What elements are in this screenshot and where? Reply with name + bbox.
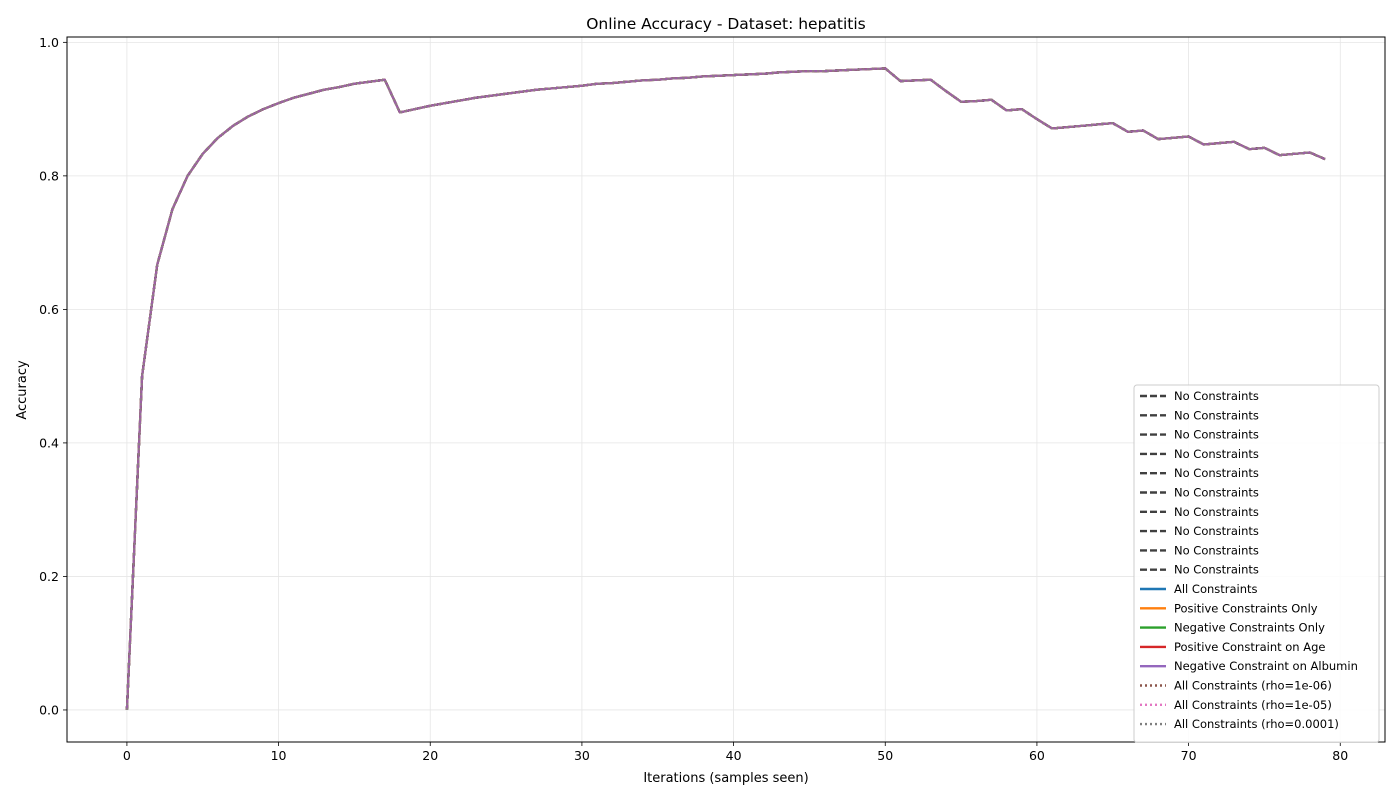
y-tick-label: 0.4 [39,435,59,450]
x-tick-label: 40 [726,748,742,763]
chart-title: Online Accuracy - Dataset: hepatitis [586,15,866,33]
series-lines [125,67,1326,710]
x-tick-label: 50 [877,748,893,763]
legend-label: Negative Constraints Only [1174,621,1325,635]
x-tick-label: 70 [1181,748,1197,763]
y-tick-label: 1.0 [39,35,59,50]
x-tick-label: 20 [422,748,438,763]
legend-label: All Constraints (rho=1e-06) [1174,679,1332,693]
legend-label: No Constraints [1174,505,1259,519]
x-tick-label: 80 [1332,748,1348,763]
legend-box [1133,384,1380,743]
legend: No Constraints No Constraints No Constrain… [1133,384,1380,743]
y-tick-label: 0.8 [39,168,59,183]
legend-label: No Constraints [1174,389,1259,403]
x-tick-label: 60 [1029,748,1045,763]
y-tick-label: 0.0 [39,702,59,717]
legend-label: Positive Constraints Only [1174,601,1318,615]
legend-label: All Constraints [1174,582,1258,596]
series-line-18 [125,67,1326,710]
legend-label: Positive Constraint on Age [1174,640,1326,654]
x-tick-label: 0 [123,748,131,763]
legend-label: No Constraints [1174,447,1259,461]
legend-label: No Constraints [1174,466,1259,480]
legend-label: No Constraints [1174,543,1259,557]
x-axis-ticks: 0 10 20 30 40 50 60 70 80 [123,742,1348,763]
y-axis-label: Accuracy [15,360,30,420]
legend-label: All Constraints (rho=0.0001) [1174,717,1339,731]
legend-label: No Constraints [1174,486,1259,500]
x-axis-label: Iterations (samples seen) [643,771,808,786]
legend-label: No Constraints [1174,428,1259,442]
legend-label: Negative Constraint on Albumin [1174,659,1358,673]
legend-label: No Constraints [1174,563,1259,577]
y-tick-label: 0.6 [39,302,59,317]
legend-label: No Constraints [1174,408,1259,422]
y-axis-ticks: 0.0 0.2 0.4 0.6 0.8 1.0 [39,35,67,717]
legend-label: No Constraints [1174,524,1259,538]
plot-frame [66,36,1386,743]
legend-label: All Constraints (rho=1e-05) [1174,698,1332,712]
x-tick-label: 30 [574,748,590,763]
x-tick-label: 10 [271,748,287,763]
y-tick-label: 0.2 [39,569,59,584]
